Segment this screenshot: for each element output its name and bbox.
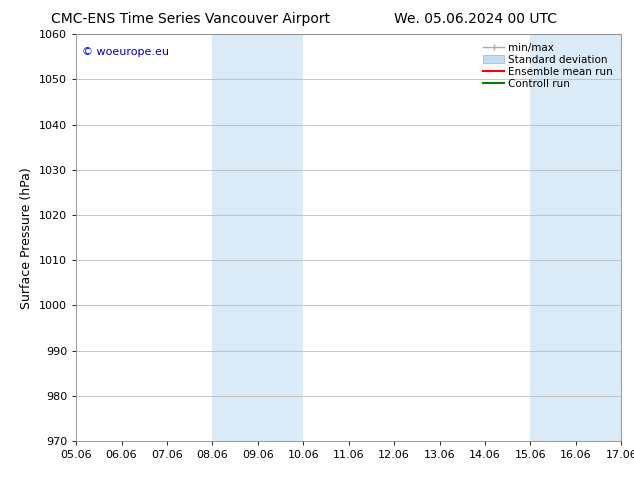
Text: © woeurope.eu: © woeurope.eu bbox=[82, 47, 169, 56]
Text: We. 05.06.2024 00 UTC: We. 05.06.2024 00 UTC bbox=[394, 12, 557, 26]
Bar bbox=[531, 34, 621, 441]
Y-axis label: Surface Pressure (hPa): Surface Pressure (hPa) bbox=[20, 167, 34, 309]
Text: CMC-ENS Time Series Vancouver Airport: CMC-ENS Time Series Vancouver Airport bbox=[51, 12, 330, 26]
Bar bbox=[212, 34, 303, 441]
Legend: min/max, Standard deviation, Ensemble mean run, Controll run: min/max, Standard deviation, Ensemble me… bbox=[480, 40, 616, 92]
